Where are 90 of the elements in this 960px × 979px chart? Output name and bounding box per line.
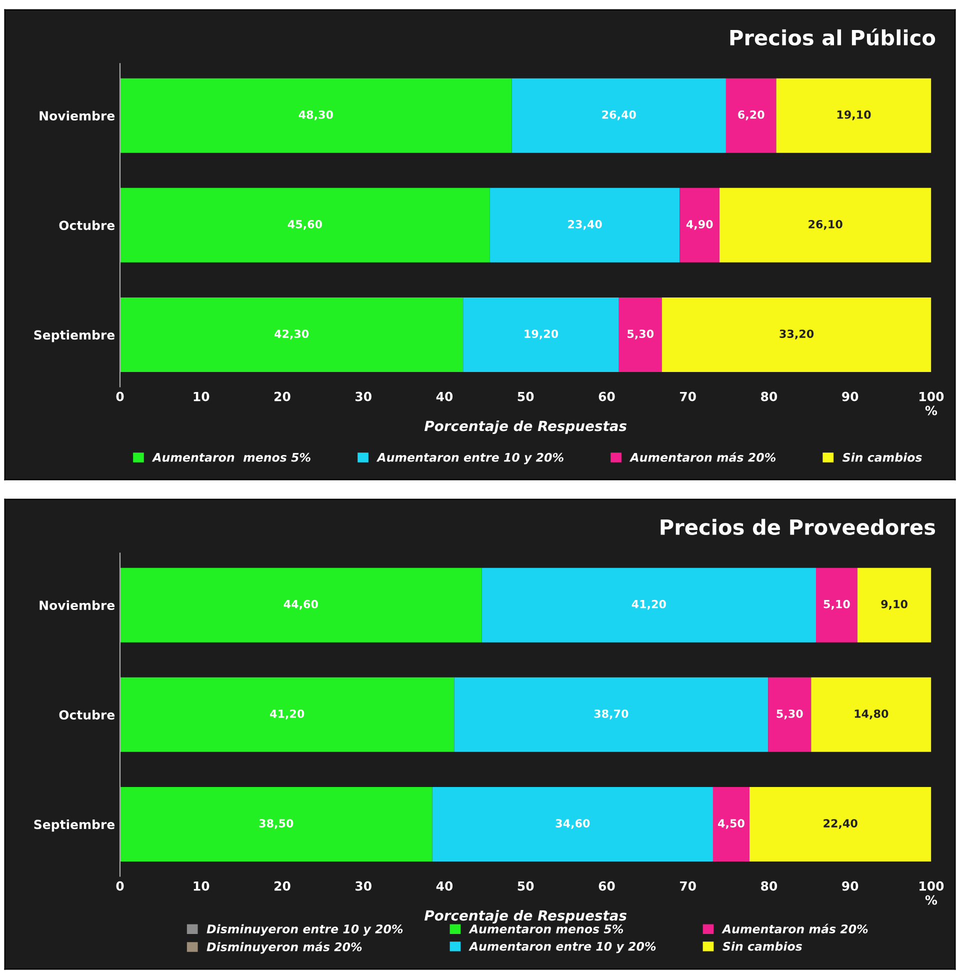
legend-label: Aumentaron menos 5% [152, 452, 310, 462]
bar [719, 188, 932, 262]
x-tick-label: 30 [356, 881, 372, 891]
data-label: 41,20 [270, 709, 304, 720]
y-tick-label: Septiembre [34, 820, 115, 832]
bar [726, 78, 776, 153]
bar [454, 677, 768, 752]
legend-label: Sin cambios [722, 942, 802, 951]
bar [768, 677, 812, 752]
x-tick-label: 20 [274, 392, 290, 402]
y-tick-label: Octubre [59, 710, 115, 720]
data-label: 14,80 [854, 709, 888, 720]
bar [120, 78, 512, 153]
bar [432, 787, 713, 862]
bar [463, 298, 619, 372]
y-tick-label: Octubre [59, 220, 115, 230]
chart-title: Precios de Proveedores [660, 518, 936, 535]
x-tick-label: 60 [598, 881, 615, 891]
x-tick-label: 50 [518, 392, 534, 402]
data-label: 5,30 [776, 709, 803, 720]
bar [776, 78, 932, 153]
bar [120, 188, 490, 262]
legend-label: Disminuyeron entre 10 y 20% [206, 924, 403, 936]
data-label: 38,70 [594, 709, 628, 720]
bar [120, 787, 432, 862]
bar [482, 568, 816, 642]
data-label: 6,20 [738, 110, 764, 120]
x-tick-label: 80 [761, 392, 778, 402]
legend-label: Sin cambios [842, 452, 922, 462]
data-label: 19,20 [524, 330, 558, 340]
y-tick-label: Noviembre [40, 600, 115, 610]
bar [490, 188, 680, 262]
data-label: 38,50 [259, 819, 294, 829]
x-tick-label: 50 [518, 881, 534, 891]
bar [816, 568, 858, 642]
x-tick-label: 60 [598, 392, 615, 402]
x-tick-label: 20 [274, 881, 290, 891]
legend-label: Aumentaron más 20% [722, 924, 868, 934]
data-label: 44,60 [284, 600, 318, 610]
data-label: 26,10 [808, 220, 842, 230]
x-tick-label: 70 [680, 881, 696, 891]
bar [749, 787, 932, 862]
x-tick-label: 70 [680, 392, 696, 402]
x-tick-label: 40 [436, 392, 453, 402]
bar [811, 677, 932, 752]
y-tick-label: Septiembre [34, 330, 115, 342]
x-tick-label: 90 [842, 881, 858, 891]
legend-label: Disminuyeron más 20% [206, 942, 362, 954]
x-tick-label: 100 % [920, 881, 944, 905]
data-label: 4,90 [686, 220, 713, 230]
bar [857, 568, 932, 642]
bar [512, 78, 726, 153]
data-label: 23,40 [568, 220, 602, 230]
data-label: 33,20 [780, 330, 814, 340]
x-tick-label: 0 [116, 392, 124, 402]
data-label: 9,10 [881, 600, 908, 610]
legend-label: Aumentaron más 20% [629, 452, 776, 462]
x-tick-label: 90 [842, 392, 858, 402]
x-tick-label: 10 [194, 881, 210, 891]
data-label: 41,20 [632, 600, 666, 610]
bar [120, 568, 482, 642]
bar [712, 787, 750, 862]
x-axis-title: Porcentaje de Respuestas [424, 910, 627, 924]
chart-title: Precios al Público [730, 28, 936, 46]
legend-label: Aumentaron entre 10 y 20% [468, 942, 656, 954]
data-label: 4,50 [718, 819, 744, 829]
data-label: 26,40 [602, 110, 636, 120]
x-tick-label: 0 [116, 881, 124, 891]
data-label: 5,10 [824, 600, 850, 610]
x-tick-label: 40 [436, 881, 453, 891]
data-label: 22,40 [824, 819, 858, 829]
data-label: 19,10 [837, 110, 871, 120]
legend-label: Aumentaron menos 5% [468, 924, 624, 934]
x-tick-label: 30 [356, 392, 372, 402]
data-label: 34,60 [556, 819, 590, 829]
legend-label: Aumentaron entre 10 y 20% [376, 452, 564, 464]
bar [680, 188, 720, 262]
y-tick-label: Noviembre [40, 110, 115, 121]
bar [120, 298, 464, 372]
data-label: 45,60 [288, 220, 322, 230]
x-tick-label: 10 [194, 392, 210, 402]
data-label: 42,30 [274, 330, 309, 340]
bar [120, 677, 454, 752]
x-tick-label: 80 [761, 881, 778, 891]
data-label: 48,30 [298, 110, 333, 120]
x-axis-title: Porcentaje de Respuestas [424, 420, 627, 434]
bar [618, 298, 662, 372]
data-label: 5,30 [628, 330, 654, 340]
x-tick-label: 100 % [920, 392, 944, 416]
bar [662, 298, 932, 372]
